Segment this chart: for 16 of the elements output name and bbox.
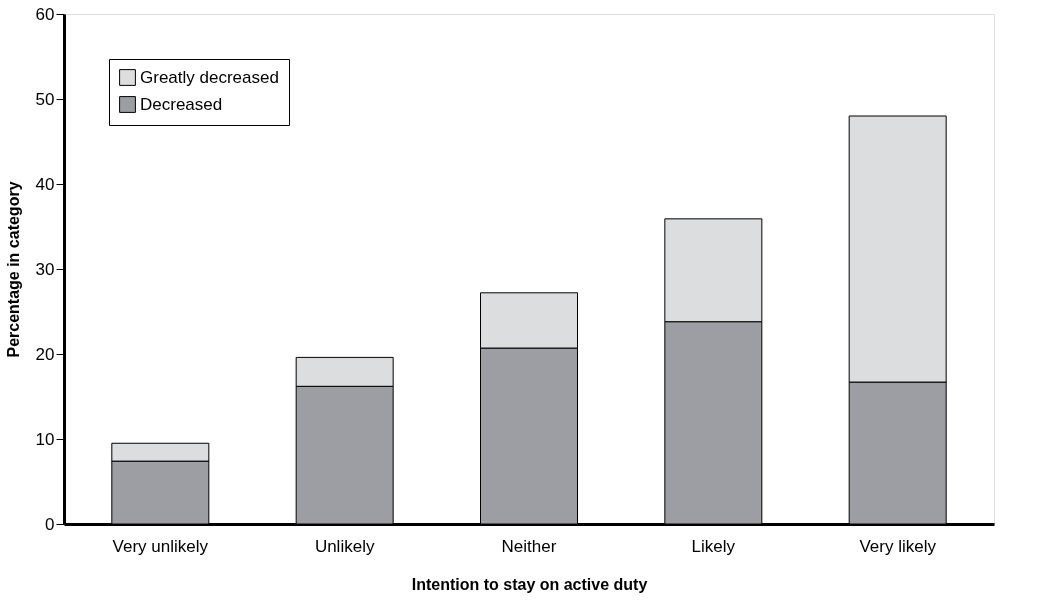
- legend-label: Decreased: [140, 94, 223, 114]
- y-tick-label: 50: [35, 89, 55, 109]
- x-tick-label: Very unlikely: [112, 536, 209, 556]
- y-tick-label: 0: [45, 514, 55, 534]
- legend-label: Greatly decreased: [140, 67, 279, 87]
- y-tick-label: 60: [35, 4, 55, 24]
- x-axis-title: Intention to stay on active duty: [411, 575, 648, 593]
- y-axis-title: Percentage in category: [4, 181, 22, 358]
- x-tick-label: Unlikely: [314, 536, 375, 556]
- y-tick-label: 20: [35, 344, 55, 364]
- x-tick-label: Likely: [691, 536, 736, 556]
- y-tick-label: 10: [35, 429, 55, 449]
- y-tick-label: 30: [35, 259, 55, 279]
- x-tick-label: Neither: [501, 536, 557, 556]
- x-tick-label: Very likely: [859, 536, 937, 556]
- y-tick-label: 40: [35, 174, 55, 194]
